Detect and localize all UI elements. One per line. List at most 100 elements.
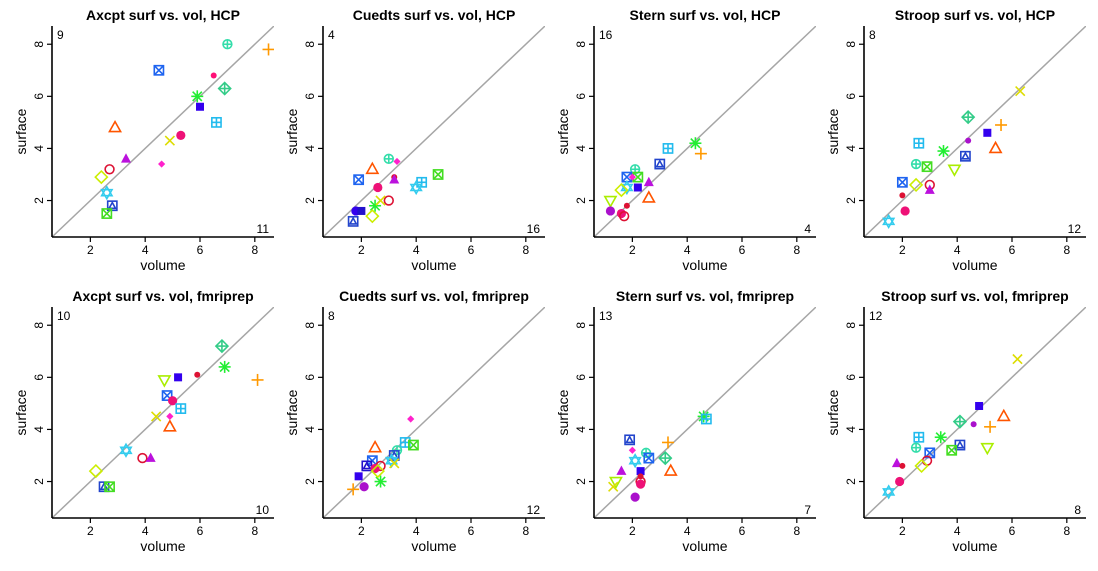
x-tick-label: 2 — [358, 243, 365, 257]
x-tick-label: 2 — [899, 524, 906, 538]
panel-title: Cuedts surf vs. vol, HCP — [353, 7, 516, 23]
data-point — [882, 484, 896, 500]
data-point — [119, 442, 133, 458]
x-tick-label: 4 — [684, 243, 691, 257]
data-point — [980, 442, 995, 456]
data-point — [654, 158, 666, 170]
count-above-diagonal: 8 — [869, 28, 876, 42]
data-point — [365, 209, 380, 224]
x-axis-label: volume — [411, 538, 456, 554]
data-point — [628, 446, 636, 454]
x-tick-label: 2 — [899, 243, 906, 257]
x-tick-label: 8 — [793, 243, 800, 257]
data-point — [628, 453, 642, 469]
data-point — [347, 483, 360, 496]
data-point — [137, 452, 148, 464]
data-point — [167, 396, 178, 406]
count-above-diagonal: 4 — [328, 28, 335, 42]
panel-title: Stern surf vs. vol, HCP — [630, 7, 781, 23]
data-point — [353, 174, 365, 186]
x-axis-label: volume — [411, 257, 456, 273]
data-point — [1012, 353, 1023, 365]
panel-title: Axcpt surf vs. vol, fmriprep — [72, 288, 253, 304]
x-tick-label: 8 — [793, 524, 800, 538]
data-point — [101, 208, 113, 219]
data-point — [970, 421, 977, 428]
data-point — [176, 130, 186, 141]
data-point — [623, 202, 630, 209]
y-tick-label: 8 — [32, 322, 46, 329]
x-tick-label: 4 — [954, 243, 961, 257]
data-point — [934, 431, 947, 444]
scatter-panel: Cuedts surf vs. vol, fmriprep 2 4 6 8 2 4 6 8 vol… — [284, 288, 545, 554]
data-point — [175, 403, 187, 414]
data-point — [174, 373, 183, 382]
data-point — [88, 463, 103, 479]
y-tick-label: 2 — [574, 478, 588, 485]
identity-line — [52, 307, 274, 518]
plot-area — [594, 26, 816, 237]
y-tick-label: 6 — [844, 374, 858, 381]
x-tick-label: 4 — [684, 524, 691, 538]
x-tick-label: 2 — [87, 524, 94, 538]
x-axis-label: volume — [140, 538, 185, 554]
identity-line — [323, 26, 545, 237]
scatter-panel: Axcpt surf vs. vol, fmriprep 2 4 6 8 2 4 6 8 volu… — [13, 288, 274, 554]
data-point — [359, 482, 369, 492]
data-point — [937, 145, 950, 158]
data-point — [354, 472, 363, 481]
data-point — [636, 467, 645, 476]
data-point — [145, 452, 156, 462]
data-point — [899, 462, 906, 469]
x-tick-label: 2 — [87, 243, 94, 257]
data-point — [196, 102, 204, 111]
y-tick-label: 4 — [574, 145, 588, 152]
x-axis-label: volume — [682, 257, 727, 273]
x-tick-label: 8 — [1063, 524, 1070, 538]
count-above-diagonal: 13 — [599, 309, 613, 323]
scatter-panel: Axcpt surf vs. vol, HCP 2 4 6 8 2 4 6 8 volume sur… — [13, 7, 274, 273]
data-point — [383, 153, 394, 165]
y-tick-label: 8 — [844, 41, 858, 48]
data-point — [643, 452, 655, 464]
x-axis-label: volume — [952, 257, 997, 273]
x-tick-label: 8 — [522, 243, 529, 257]
identity-line — [864, 26, 1086, 237]
data-point — [210, 72, 217, 79]
data-point — [251, 373, 264, 386]
data-point — [641, 190, 656, 203]
data-point — [108, 119, 123, 133]
data-point — [150, 411, 162, 422]
scatter-panel: Stern surf vs. vol, fmriprep 2 4 6 8 2 4 6 8 volu… — [555, 288, 816, 554]
data-point — [913, 431, 925, 443]
data-point — [908, 177, 924, 193]
y-tick-label: 2 — [303, 478, 317, 485]
data-point — [603, 195, 618, 209]
data-point — [357, 206, 366, 215]
data-point — [618, 210, 630, 222]
y-tick-label: 8 — [32, 41, 46, 48]
data-point — [106, 200, 118, 212]
count-below-diagonal: 12 — [527, 503, 541, 517]
data-point — [921, 161, 933, 173]
count-above-diagonal: 12 — [869, 309, 883, 323]
count-below-diagonal: 11 — [257, 222, 270, 236]
y-axis-label: surface — [13, 389, 29, 435]
y-tick-label: 6 — [303, 374, 317, 381]
y-tick-label: 4 — [844, 145, 858, 152]
data-point — [104, 164, 115, 175]
plot-area — [323, 26, 545, 237]
y-tick-label: 4 — [844, 426, 858, 433]
data-point — [389, 458, 400, 469]
data-point — [408, 439, 419, 451]
x-tick-label: 6 — [1009, 243, 1016, 257]
data-point — [988, 140, 1003, 154]
data-point — [984, 420, 997, 433]
y-tick-label: 8 — [303, 41, 317, 48]
y-tick-label: 6 — [32, 93, 46, 100]
x-tick-label: 6 — [468, 524, 475, 538]
x-tick-label: 8 — [251, 243, 258, 257]
y-tick-label: 6 — [844, 93, 858, 100]
data-point — [633, 183, 642, 192]
data-point — [393, 157, 401, 166]
